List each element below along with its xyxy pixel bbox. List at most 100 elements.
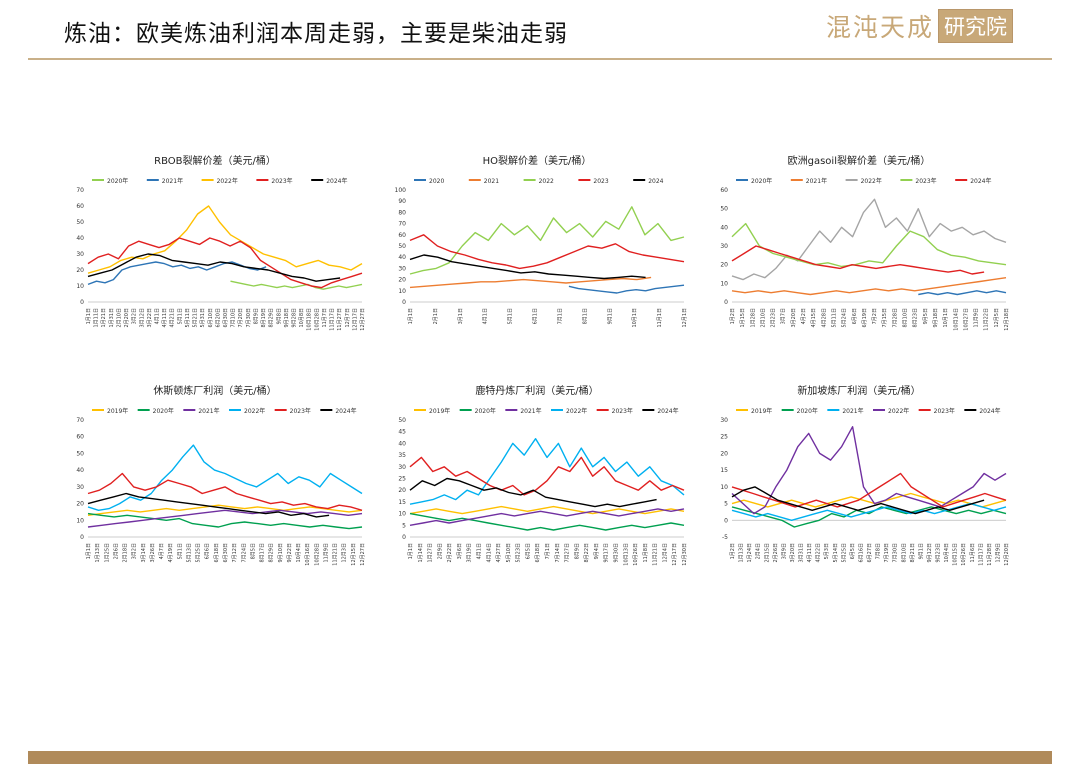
x-tick-label: 2月10日	[760, 308, 766, 328]
x-tick-label: 7月10日	[231, 308, 237, 328]
x-tick-label: 4月1日	[483, 308, 489, 324]
y-tick-label: 0	[724, 517, 728, 524]
y-tick-label: 70	[76, 417, 84, 424]
x-tick-label: 6月19日	[862, 308, 868, 328]
x-tick-label: 10月16日	[305, 543, 311, 566]
x-tick-label: 3月12日	[139, 308, 145, 328]
x-tick-label: 5月13日	[186, 543, 192, 563]
x-tick-label: 10月15日	[953, 543, 959, 566]
x-tick-label: 9月17日	[604, 543, 610, 563]
x-tick-label: 8月22日	[584, 543, 590, 563]
chart-ho-crack-svg: HO裂解价差（美元/桶） 2020 2021 2022 2023 2024 0 10 20 30 4…	[395, 154, 688, 328]
legend-label: 2024年	[979, 407, 1000, 415]
y-tick-label: 5	[724, 501, 728, 508]
y-tick-label: 25	[720, 434, 728, 441]
y-tick-label: 30	[398, 265, 406, 272]
y-tick-label: 30	[76, 484, 84, 491]
x-tick-label: 4月11日	[807, 543, 813, 563]
series-line	[409, 512, 685, 531]
legend-label: 2021年	[806, 177, 827, 185]
x-tick-label: 6月30日	[223, 308, 229, 328]
x-tick-label: 1月13日	[739, 543, 745, 563]
x-tick-label: 7月2日	[872, 308, 878, 324]
x-tick-label: 1月1日	[408, 543, 414, 559]
chart-houston-margin-svg: 休斯顿炼厂利润（美元/桶） 2019年 2020年 2021年 2022年 2023年 20…	[76, 384, 366, 566]
series-line	[87, 509, 363, 528]
x-tick-label: 9月12日	[927, 543, 933, 563]
x-tick-label: 10月1日	[943, 308, 949, 328]
x-tick-label: 10月26日	[633, 543, 639, 566]
x-tick-label: 5月11日	[831, 308, 837, 328]
x-tick-label: 3月19日	[467, 543, 473, 563]
x-tick-label: 10月14日	[953, 308, 959, 331]
chart-title: 新加坡炼厂利润（美元/桶）	[797, 384, 920, 397]
y-tick-label: 40	[76, 467, 84, 474]
x-tick-label: 4月15日	[811, 308, 817, 328]
x-tick-label: 5月3日	[824, 543, 830, 559]
y-tick-label: 10	[76, 283, 84, 290]
x-tick-label: 7月27日	[565, 543, 571, 563]
x-tick-label: 11月17日	[330, 308, 336, 331]
x-tick-label: 11月6日	[970, 543, 976, 563]
x-tick-label: 1月1日	[86, 543, 92, 559]
series-line	[568, 284, 685, 294]
x-tick-label: 5月21日	[193, 308, 199, 328]
x-tick-label: 9月22日	[287, 543, 293, 563]
y-tick-label: 50	[398, 417, 406, 424]
y-tick-label: 15	[720, 467, 728, 474]
x-tick-label: 2月23日	[771, 308, 777, 328]
legend-label: 2020年	[751, 177, 772, 185]
x-tick-label: 9月5日	[923, 308, 929, 324]
x-tick-label: 6月1日	[533, 308, 539, 324]
x-tick-label: 7月28日	[892, 308, 898, 328]
chart-gasoil-crack-svg: 欧洲gasoil裂解价差（美元/桶） 2020年 2021年 2022年 2023年 20…	[720, 154, 1010, 331]
x-tick-label: 12月17日	[672, 543, 678, 566]
x-tick-label: 1月28日	[750, 308, 756, 328]
x-tick-label: 11月21日	[333, 543, 339, 566]
x-tick-label: 2月1日	[433, 308, 439, 324]
x-tick-label: 9月18日	[933, 308, 939, 328]
y-tick-label: -5	[722, 534, 728, 541]
x-tick-label: 6月18日	[535, 543, 541, 563]
x-tick-label: 12月1日	[682, 308, 688, 328]
series-line	[409, 234, 685, 270]
series-line	[918, 290, 1007, 296]
y-tick-label: 10	[398, 288, 406, 295]
x-tick-label: 2月6日	[113, 543, 119, 559]
series-line	[87, 444, 363, 512]
y-tick-label: 30	[398, 464, 406, 471]
x-tick-label: 2月18日	[123, 543, 129, 563]
series-line	[731, 506, 1007, 528]
x-tick-label: 7月8日	[876, 543, 882, 559]
y-tick-label: 20	[76, 267, 84, 274]
series-line	[87, 472, 363, 511]
x-tick-label: 2月4日	[756, 543, 762, 559]
y-tick-label: 60	[76, 203, 84, 210]
legend-label: 2021年	[198, 407, 219, 415]
x-tick-label: 5月1日	[177, 543, 183, 559]
series-line	[731, 277, 1007, 296]
legend-label: 2022年	[888, 407, 909, 415]
x-tick-label: 1月11日	[94, 308, 100, 328]
x-tick-label: 11月17日	[978, 543, 984, 566]
x-tick-label: 5月10日	[506, 543, 512, 563]
x-tick-label: 10月13日	[623, 543, 629, 566]
x-tick-label: 1月13日	[95, 543, 101, 563]
y-tick-label: 45	[398, 429, 406, 436]
x-tick-label: 2月26日	[773, 543, 779, 563]
y-tick-label: 30	[720, 243, 728, 250]
x-tick-label: 8月19日	[261, 308, 267, 328]
series-line	[230, 280, 363, 290]
y-tick-label: 10	[76, 517, 84, 524]
x-tick-label: 4月2日	[801, 308, 807, 324]
chart-ho-crack: HO裂解价差（美元/桶） 2020 2021 2022 2023 2024 0 10 20 30 4…	[384, 150, 690, 350]
x-tick-label: 7月12日	[232, 543, 238, 563]
x-tick-label: 3月20日	[791, 308, 797, 328]
x-tick-label: 10月8日	[299, 308, 305, 328]
x-tick-label: 10月18日	[307, 308, 313, 331]
y-tick-label: 20	[76, 501, 84, 508]
x-tick-label: 1月2日	[730, 543, 736, 559]
x-tick-label: 8月10日	[901, 543, 907, 563]
chart-title: 休斯顿炼厂利润（美元/桶）	[153, 384, 276, 397]
x-tick-label: 11月9日	[974, 308, 980, 328]
